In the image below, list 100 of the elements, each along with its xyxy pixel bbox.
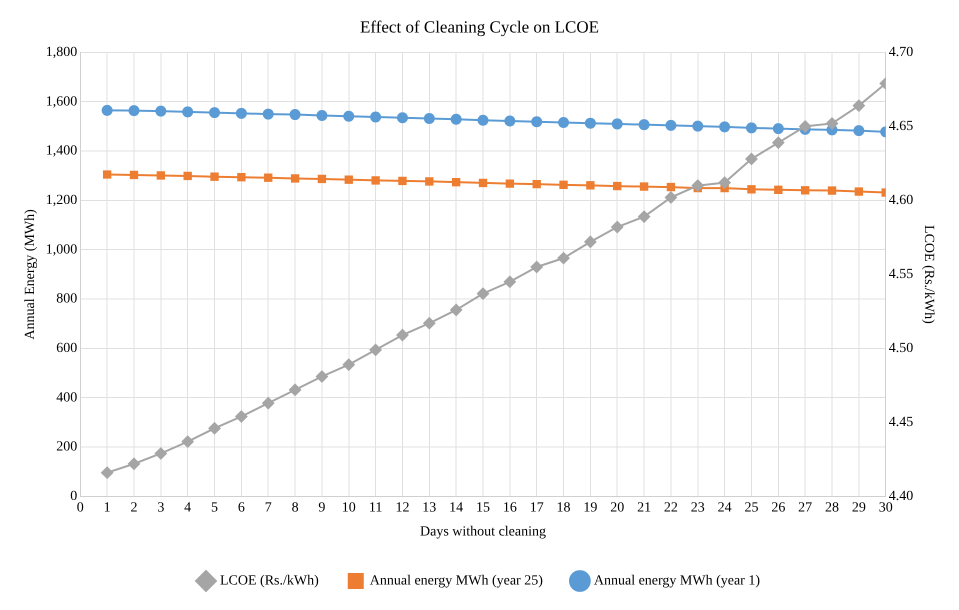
point	[612, 118, 623, 130]
x-tick-label: 12	[395, 500, 410, 516]
point	[477, 288, 489, 300]
x-tick-label: 19	[583, 500, 598, 516]
y-axis-title: Annual Energy (MWh)	[23, 208, 38, 340]
point	[371, 176, 380, 185]
point	[424, 113, 435, 124]
point	[558, 116, 570, 128]
x-tick-label: 26	[771, 500, 786, 516]
point	[342, 358, 355, 371]
point	[558, 252, 570, 264]
point	[772, 123, 784, 134]
x-tick-label: 14	[449, 500, 464, 516]
point	[531, 116, 542, 128]
x-tick-label: 5	[211, 500, 218, 516]
point	[745, 152, 758, 165]
point	[101, 466, 114, 479]
y2-tick-label: 4.50	[888, 341, 914, 356]
point	[156, 171, 166, 180]
x-tick-label: 6	[238, 500, 245, 516]
point	[316, 110, 328, 122]
point	[718, 176, 731, 189]
x-tick-label: 13	[422, 500, 436, 516]
x-tick-label: 23	[690, 500, 705, 516]
point	[665, 120, 676, 131]
point	[692, 120, 704, 132]
point	[774, 186, 782, 194]
x-tick-label: 28	[825, 500, 840, 516]
point	[344, 176, 353, 184]
y2-tick-label: 4.60	[888, 193, 914, 208]
point	[584, 236, 596, 248]
y-tick-label: 1,800	[46, 45, 78, 60]
point	[854, 187, 864, 196]
point	[262, 108, 274, 120]
point	[370, 344, 382, 356]
legend-label: Annual energy MWh (year 25)	[370, 574, 544, 589]
point	[504, 276, 516, 288]
y2-tick-label: 4.70	[888, 45, 914, 60]
x-tick-label: 17	[530, 500, 544, 516]
point	[128, 105, 140, 116]
point	[262, 397, 274, 410]
point	[611, 221, 624, 234]
point	[210, 172, 219, 181]
x-tick-label: 25	[744, 500, 758, 516]
legend-label: LCOE (Rs./kWh)	[220, 574, 320, 589]
point	[208, 422, 221, 434]
point	[184, 172, 192, 180]
x-tick-label: 21	[637, 500, 652, 516]
point	[155, 106, 166, 117]
point	[452, 178, 460, 186]
x-tick-label: 24	[718, 500, 732, 516]
point	[532, 180, 541, 188]
point	[450, 114, 462, 125]
point	[316, 370, 328, 383]
point	[664, 191, 677, 204]
point	[559, 180, 568, 190]
x-tick-label: 22	[664, 500, 678, 516]
point	[264, 174, 272, 182]
point	[398, 176, 407, 186]
point	[235, 410, 248, 422]
point	[423, 317, 436, 330]
x-tick-label: 2	[130, 500, 138, 516]
point	[828, 186, 836, 195]
point	[530, 261, 543, 273]
x-tick-label: 4	[184, 500, 192, 516]
point	[478, 178, 488, 188]
point	[504, 115, 516, 126]
point	[102, 104, 113, 116]
point	[396, 112, 408, 124]
point	[638, 210, 650, 223]
point	[799, 120, 812, 132]
x-tick-label: 7	[264, 500, 272, 516]
point	[852, 100, 865, 112]
x-tick-label: 29	[852, 500, 866, 516]
x-tick-label: 15	[476, 500, 490, 516]
point	[853, 125, 864, 136]
y-tick-label: 800	[56, 292, 78, 307]
point	[800, 186, 810, 194]
point	[584, 118, 596, 129]
x-tick-label: 8	[292, 500, 299, 516]
point	[290, 174, 300, 183]
point	[370, 112, 382, 123]
x-tick-label: 18	[556, 500, 571, 516]
point	[638, 119, 650, 130]
point	[154, 447, 167, 460]
point	[719, 121, 730, 132]
point	[747, 185, 756, 194]
x-tick-label: 20	[610, 500, 624, 516]
point	[450, 304, 462, 316]
point	[746, 122, 757, 134]
x-tick-label: 16	[502, 500, 517, 516]
x-tick-label: 9	[318, 500, 326, 516]
y2-tick-label: 4.45	[888, 415, 914, 430]
point	[613, 182, 622, 190]
point	[343, 110, 354, 122]
y2-tick-label: 4.65	[888, 119, 914, 134]
point	[826, 117, 838, 130]
point	[289, 384, 302, 396]
point	[396, 329, 408, 342]
point	[130, 170, 138, 180]
